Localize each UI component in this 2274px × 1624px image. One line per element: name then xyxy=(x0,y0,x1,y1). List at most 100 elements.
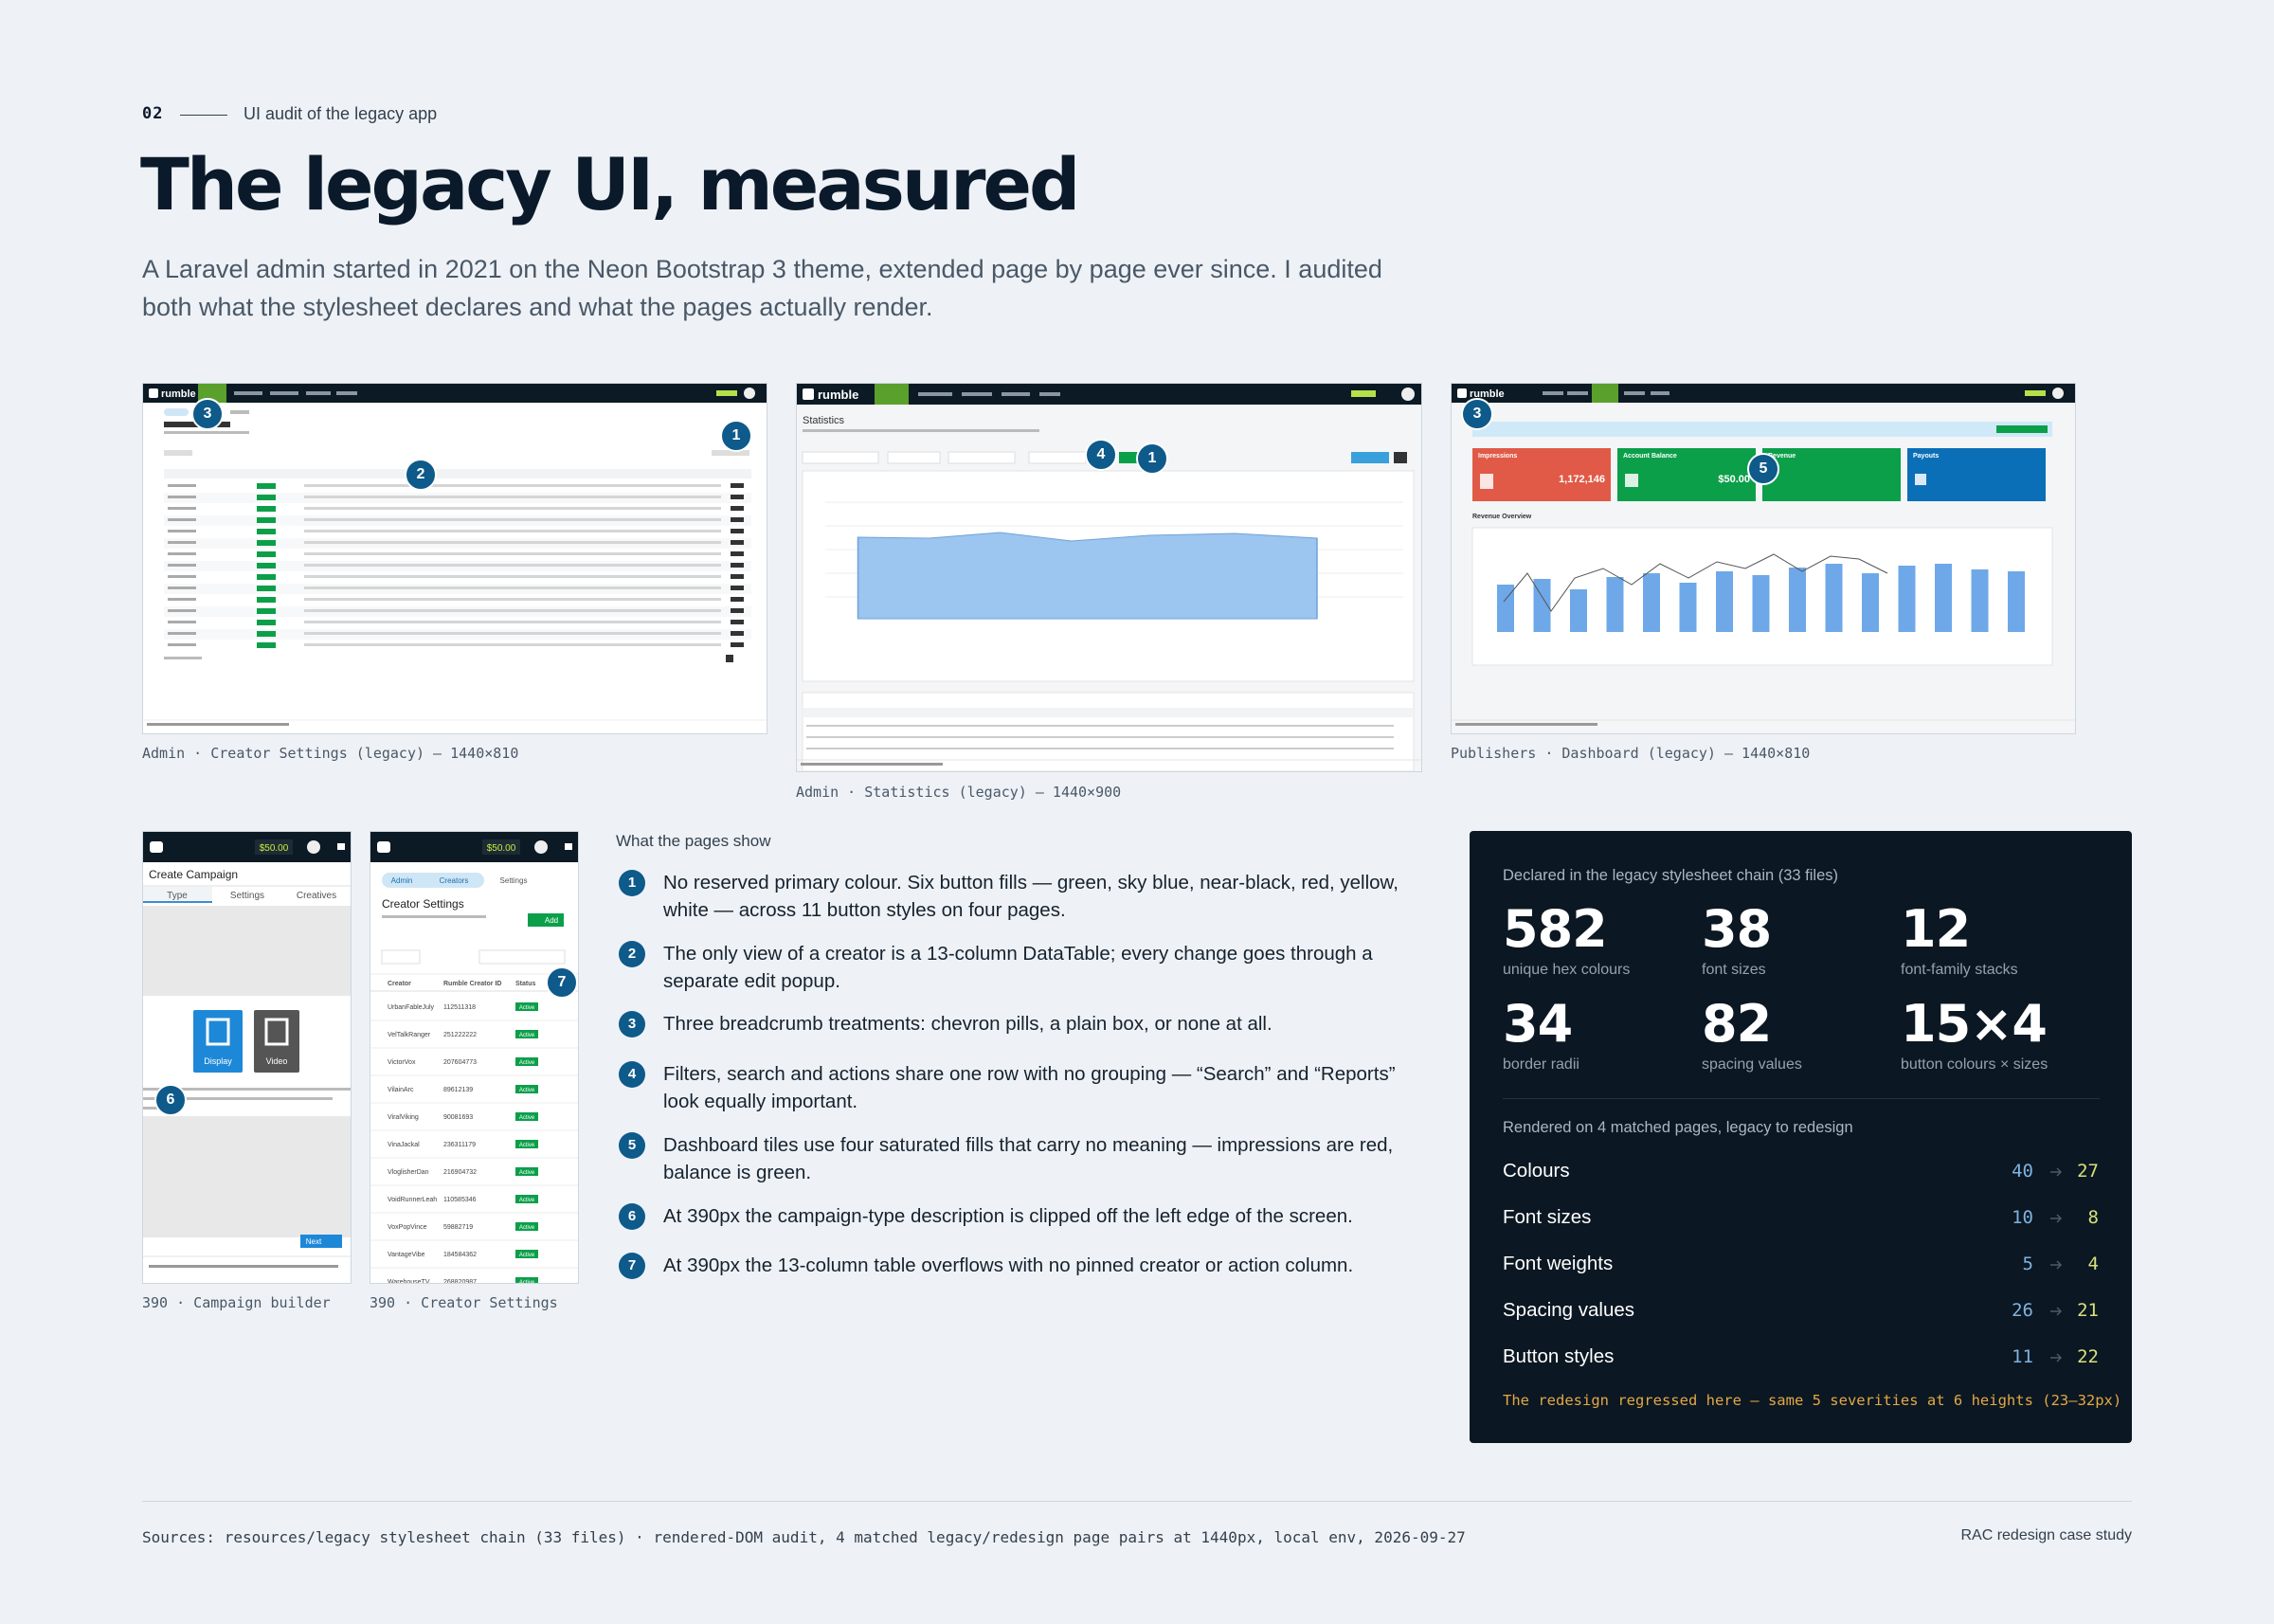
status: Active xyxy=(519,1198,535,1203)
cell xyxy=(304,621,721,623)
subtitle: A Laravel admin started in 2021 on the N… xyxy=(142,255,1382,321)
status: Active xyxy=(519,1088,535,1093)
screen-heading: Creator Settings xyxy=(382,897,464,911)
creator-id: 268820987 xyxy=(443,1279,477,1283)
cell xyxy=(304,632,721,635)
legacy-value: 26 xyxy=(2012,1300,2033,1321)
creator-id: 90081693 xyxy=(443,1114,473,1121)
credit: RAC redesign case study xyxy=(1960,1527,2132,1543)
finding-number: 6 xyxy=(619,1203,645,1230)
action xyxy=(731,586,744,590)
tile-label: Revenue xyxy=(1768,453,1796,460)
finding-number: 7 xyxy=(619,1253,645,1279)
cell xyxy=(304,552,721,555)
screen-heading: Create Campaign xyxy=(149,868,238,881)
creator-name: VloglisherDan xyxy=(388,1169,429,1176)
creator-name: VelTalkRanger xyxy=(388,1032,431,1038)
arrow-path xyxy=(2050,1214,2063,1223)
annotation-marker: 3 xyxy=(191,398,224,430)
cell xyxy=(304,484,721,487)
status: Active xyxy=(519,1005,535,1011)
screenshot-art: rumble xyxy=(143,384,767,726)
redesign-value: 8 xyxy=(2087,1207,2099,1228)
status-pill xyxy=(515,1085,538,1093)
cell xyxy=(168,609,196,612)
metric-value: 15×4 xyxy=(1901,994,2048,1054)
chart-bar xyxy=(1533,579,1551,632)
finding-text: At 390px the campaign-type description i… xyxy=(663,1205,1353,1227)
logo: rumble xyxy=(818,388,858,402)
status: Active xyxy=(519,1115,535,1121)
column-header: Rumble Creator ID xyxy=(443,981,501,987)
annotation-marker: 7 xyxy=(546,966,578,999)
cell xyxy=(168,552,196,555)
cell xyxy=(168,598,196,601)
screenshot: $50.00 Create Campaign Type Settings Cre… xyxy=(142,831,352,1284)
chart-bar xyxy=(1789,568,1806,632)
creator-name: UrbanFableJuly xyxy=(388,1004,435,1011)
action xyxy=(731,642,744,647)
cell xyxy=(304,609,721,612)
chart-bar xyxy=(1752,575,1770,632)
screenshot-caption: 390 · Creator Settings xyxy=(370,1294,558,1311)
logo: rumble xyxy=(1470,388,1505,400)
action xyxy=(731,483,744,488)
chart-bar xyxy=(2008,571,2025,632)
status-pill xyxy=(257,631,276,637)
tile-value: 1,172,146 xyxy=(1559,474,1605,485)
finding-number: 2 xyxy=(619,941,645,967)
status-pill xyxy=(515,1057,538,1066)
creator-id: 110585346 xyxy=(443,1197,477,1203)
annotation-marker: 3 xyxy=(1461,398,1493,430)
status: Active xyxy=(519,1033,535,1038)
annotation-marker: 1 xyxy=(720,420,752,452)
creator-name: VilainArc xyxy=(388,1087,414,1093)
metric-label: font-family stacks xyxy=(1901,962,2018,978)
metric-label: spacing values xyxy=(1702,1056,1802,1073)
eyebrow-rule xyxy=(180,115,227,116)
finding-text: Three breadcrumb treatments: chevron pil… xyxy=(663,1013,1272,1035)
annotation-marker: 2 xyxy=(405,459,437,491)
status-pill xyxy=(257,620,276,625)
status-pill xyxy=(515,1112,538,1121)
chart-bar xyxy=(1716,571,1733,632)
status: Active xyxy=(519,1170,535,1176)
status-pill xyxy=(515,1222,538,1231)
breadcrumb: Creators xyxy=(440,876,469,885)
creator-name: VoidRunnerLeah xyxy=(388,1197,437,1203)
cell xyxy=(304,541,721,544)
action xyxy=(731,620,744,624)
creator-name: VictorVox xyxy=(388,1059,416,1066)
creator-id: 89612139 xyxy=(443,1087,473,1093)
status-pill xyxy=(257,608,276,614)
redesign-value: 4 xyxy=(2087,1254,2099,1274)
cell xyxy=(168,575,196,578)
cell xyxy=(168,586,196,589)
arrow-path xyxy=(2050,1167,2063,1177)
cell xyxy=(168,484,196,487)
legacy-value: 5 xyxy=(2022,1254,2033,1274)
redesign-value: 22 xyxy=(2077,1346,2099,1367)
page-title: The legacy UI, measured xyxy=(140,142,1080,226)
finding-text: The only view of a creator is a 13-colum… xyxy=(663,943,1373,992)
panel-note: The redesign regressed here — same 5 sev… xyxy=(1503,1392,2122,1409)
annotation-marker: 5 xyxy=(1747,453,1779,485)
cell xyxy=(304,564,721,567)
status-pill xyxy=(257,540,276,546)
metric-label: button colours × sizes xyxy=(1901,1056,2048,1073)
arrow-icon xyxy=(2050,1214,2063,1223)
tab: Settings xyxy=(230,891,264,901)
status-pill xyxy=(515,1140,538,1148)
screenshot-caption: Admin · Statistics (legacy) — 1440×900 xyxy=(796,784,1122,801)
status-pill xyxy=(257,551,276,557)
tab: Type xyxy=(167,891,188,901)
chart-bar xyxy=(1898,566,1916,632)
finding-text: Filters, search and actions share one ro… xyxy=(663,1063,1396,1112)
action xyxy=(731,529,744,533)
creator-name: WarehouseTV xyxy=(388,1279,430,1283)
status-pill xyxy=(257,483,276,489)
cell xyxy=(168,530,196,532)
status: Active xyxy=(519,1253,535,1258)
footer-rule xyxy=(142,1501,2132,1502)
